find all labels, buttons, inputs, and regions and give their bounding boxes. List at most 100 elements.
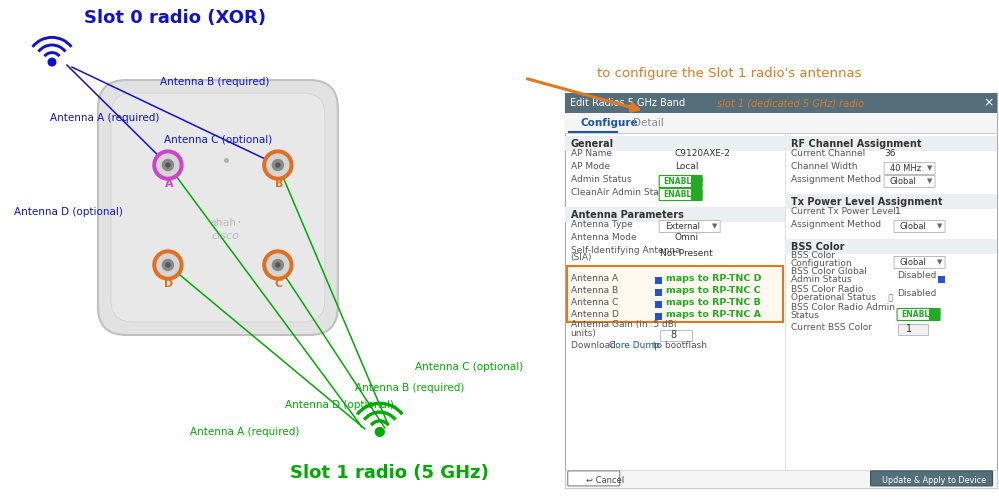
Text: D: D: [164, 279, 174, 289]
Text: Antenna A (required): Antenna A (required): [50, 113, 160, 123]
Text: Core Dump: Core Dump: [608, 341, 659, 350]
Text: Antenna B: Antenna B: [570, 286, 617, 295]
Text: Update & Apply to Device: Update & Apply to Device: [877, 476, 986, 485]
Text: maps to RP-TNC A: maps to RP-TNC A: [665, 310, 760, 320]
Bar: [897, 324, 927, 335]
Text: ▼: ▼: [711, 223, 717, 229]
Bar: [690, 176, 701, 187]
Text: AP Name: AP Name: [570, 149, 611, 158]
FancyBboxPatch shape: [884, 175, 935, 187]
Text: Antenna Type: Antenna Type: [570, 220, 632, 228]
Circle shape: [273, 260, 284, 271]
Text: Current BSS Color: Current BSS Color: [790, 324, 871, 333]
Text: maps to RP-TNC B: maps to RP-TNC B: [665, 298, 760, 307]
Text: Global: Global: [899, 258, 926, 267]
Bar: [564, 207, 784, 222]
Bar: [928, 309, 939, 320]
Bar: [564, 93, 997, 488]
Bar: [654, 301, 661, 308]
Text: Channel Width: Channel Width: [790, 162, 857, 170]
Text: AP Mode: AP Mode: [570, 162, 609, 170]
Text: Antenna A (required): Antenna A (required): [190, 427, 300, 437]
Text: Antenna Mode: Antenna Mode: [570, 232, 636, 241]
Bar: [654, 277, 661, 284]
Bar: [784, 239, 997, 254]
Text: maps to RP-TNC D: maps to RP-TNC D: [665, 275, 761, 283]
Bar: [690, 189, 701, 200]
Text: B: B: [275, 179, 283, 189]
FancyBboxPatch shape: [567, 471, 619, 486]
Text: Current Channel: Current Channel: [790, 149, 865, 158]
Text: (SIA): (SIA): [570, 254, 592, 263]
Text: Antenna A: Antenna A: [570, 275, 617, 283]
Text: BSS Color Radio: BSS Color Radio: [790, 285, 863, 294]
Text: 8: 8: [670, 331, 676, 341]
Circle shape: [263, 150, 293, 180]
Circle shape: [48, 58, 56, 66]
FancyBboxPatch shape: [894, 257, 945, 269]
Text: Local: Local: [674, 162, 698, 170]
Text: Antenna Gain (in .5 dBi: Antenna Gain (in .5 dBi: [570, 321, 676, 330]
Text: maps to RP-TNC C: maps to RP-TNC C: [665, 286, 760, 295]
Text: ▼: ▼: [936, 223, 942, 229]
Circle shape: [153, 150, 183, 180]
Text: ENABLED: ENABLED: [663, 177, 703, 186]
Circle shape: [267, 254, 289, 276]
Text: ×: ×: [983, 97, 994, 109]
Text: Antenna C: Antenna C: [570, 298, 618, 307]
Text: Tx Power Level Assignment: Tx Power Level Assignment: [790, 197, 942, 207]
Text: Antenna B (required): Antenna B (required): [160, 77, 270, 87]
Text: Download: Download: [570, 341, 618, 350]
Text: ENABLED: ENABLED: [901, 310, 941, 319]
Text: units): units): [570, 330, 596, 339]
Text: Self-Identifying Antenna: Self-Identifying Antenna: [570, 245, 680, 255]
Text: Not Present: Not Present: [659, 249, 712, 259]
Text: 40 MHz: 40 MHz: [889, 164, 921, 173]
Text: Status: Status: [790, 311, 819, 321]
Bar: [659, 330, 691, 341]
Bar: [566, 266, 782, 322]
FancyBboxPatch shape: [894, 221, 945, 232]
Circle shape: [276, 263, 280, 267]
Text: BSS Color: BSS Color: [790, 241, 844, 251]
FancyBboxPatch shape: [659, 221, 720, 232]
FancyBboxPatch shape: [897, 308, 940, 321]
Circle shape: [376, 427, 385, 436]
Text: ahah·: ahah·: [209, 218, 243, 227]
Bar: [564, 113, 997, 133]
Text: Admin Status: Admin Status: [570, 174, 631, 183]
Text: BSS Color Radio Admin: BSS Color Radio Admin: [790, 303, 895, 312]
Bar: [937, 276, 944, 283]
Bar: [564, 93, 997, 113]
Text: External: External: [664, 222, 699, 231]
Text: Configuration: Configuration: [790, 260, 852, 269]
Circle shape: [157, 154, 179, 176]
Text: RF Channel Assignment: RF Channel Assignment: [790, 139, 921, 149]
Text: Assignment Method: Assignment Method: [790, 174, 881, 183]
Text: C: C: [275, 279, 283, 289]
Text: 1: 1: [905, 324, 912, 334]
Text: Antenna B (required): Antenna B (required): [355, 383, 465, 393]
Text: Global: Global: [889, 177, 916, 186]
Text: Global: Global: [899, 222, 926, 231]
Circle shape: [273, 160, 284, 170]
Text: slot 1 (dedicated 5 GHz) radio: slot 1 (dedicated 5 GHz) radio: [716, 98, 864, 108]
FancyBboxPatch shape: [659, 175, 702, 187]
Text: C9120AXE-2: C9120AXE-2: [674, 149, 730, 158]
Text: ▼: ▼: [926, 165, 932, 171]
FancyBboxPatch shape: [659, 188, 702, 201]
FancyBboxPatch shape: [870, 471, 993, 486]
Text: Antenna C (optional): Antenna C (optional): [415, 362, 523, 372]
Bar: [564, 470, 997, 488]
Text: Assignment Method: Assignment Method: [790, 220, 881, 228]
Circle shape: [163, 160, 174, 170]
Text: ▼: ▼: [936, 260, 942, 266]
FancyBboxPatch shape: [111, 93, 325, 322]
Text: Current Tx Power Level: Current Tx Power Level: [790, 207, 895, 216]
FancyBboxPatch shape: [884, 163, 935, 174]
Text: cisco: cisco: [212, 230, 240, 240]
Circle shape: [276, 163, 280, 167]
Circle shape: [267, 154, 289, 176]
Text: Operational Status: Operational Status: [790, 293, 876, 302]
Circle shape: [157, 254, 179, 276]
